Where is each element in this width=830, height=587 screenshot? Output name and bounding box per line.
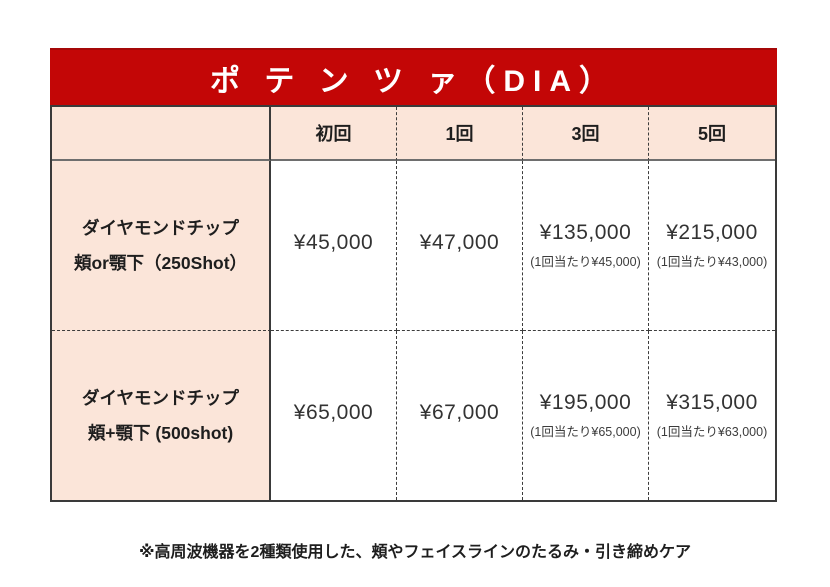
- price-cell: ¥195,000 (1回当たり¥65,000): [523, 331, 649, 500]
- price-amount: ¥67,000: [419, 400, 500, 424]
- price-per-session: (1回当たり¥45,000): [530, 255, 641, 269]
- price-cell: ¥315,000 (1回当たり¥63,000): [649, 331, 775, 500]
- price-amount: ¥65,000: [293, 400, 374, 424]
- price-cell: ¥47,000: [397, 161, 523, 331]
- price-amount: ¥45,000: [293, 230, 374, 254]
- footnote: ※高周波機器を2種類使用した、頬やフェイスラインのたるみ・引き締めケア: [139, 544, 691, 561]
- column-header-label: 1回: [445, 124, 474, 144]
- price-amount: ¥315,000: [666, 391, 758, 414]
- price-cell: ¥215,000 (1回当たり¥43,000): [649, 161, 775, 331]
- price-cell: ¥67,000: [397, 331, 523, 500]
- row-label-250shot: ダイヤモンドチップ 頬or顎下（250Shot）: [52, 161, 271, 331]
- price-amount: ¥47,000: [419, 230, 500, 254]
- price-amount: ¥215,000: [666, 221, 758, 244]
- price-cell: ¥65,000: [271, 331, 397, 500]
- price-per-session: (1回当たり¥63,000): [656, 425, 768, 439]
- price-amount: ¥195,000: [539, 391, 632, 414]
- column-header-first-time: 初回: [271, 107, 397, 161]
- column-header-5-times: 5回: [649, 107, 775, 161]
- price-cell: ¥135,000 (1回当たり¥45,000): [523, 161, 649, 331]
- column-header-label: 3回: [571, 124, 600, 144]
- column-header-1-time: 1回: [397, 107, 523, 161]
- row-label-line1: ダイヤモンドチップ: [82, 218, 239, 239]
- price-amount: ¥135,000: [539, 221, 632, 244]
- column-header-label: 5回: [697, 124, 726, 144]
- price-table: 初回 1回 3回 5回 ダイヤモンドチップ 頬or顎下（250Shot） ¥45…: [50, 105, 777, 502]
- corner-cell: [52, 107, 271, 161]
- price-cell: ¥45,000: [271, 161, 397, 331]
- row-label-line2: 頬or顎下（250Shot）: [73, 252, 248, 273]
- price-per-session: (1回当たり¥43,000): [656, 255, 768, 269]
- price-per-session: (1回当たり¥65,000): [530, 425, 641, 439]
- column-header-3-times: 3回: [523, 107, 649, 161]
- row-label-line2: 頬+顎下 (500shot): [87, 422, 234, 443]
- title-banner: ポ テ ン ツ ァ（DIA）: [50, 48, 777, 105]
- page-title: ポ テ ン ツ ァ（DIA）: [209, 64, 617, 98]
- row-label-500shot: ダイヤモンドチップ 頬+顎下 (500shot): [52, 331, 271, 500]
- column-header-label: 初回: [315, 124, 352, 144]
- row-label-line1: ダイヤモンドチップ: [82, 388, 239, 409]
